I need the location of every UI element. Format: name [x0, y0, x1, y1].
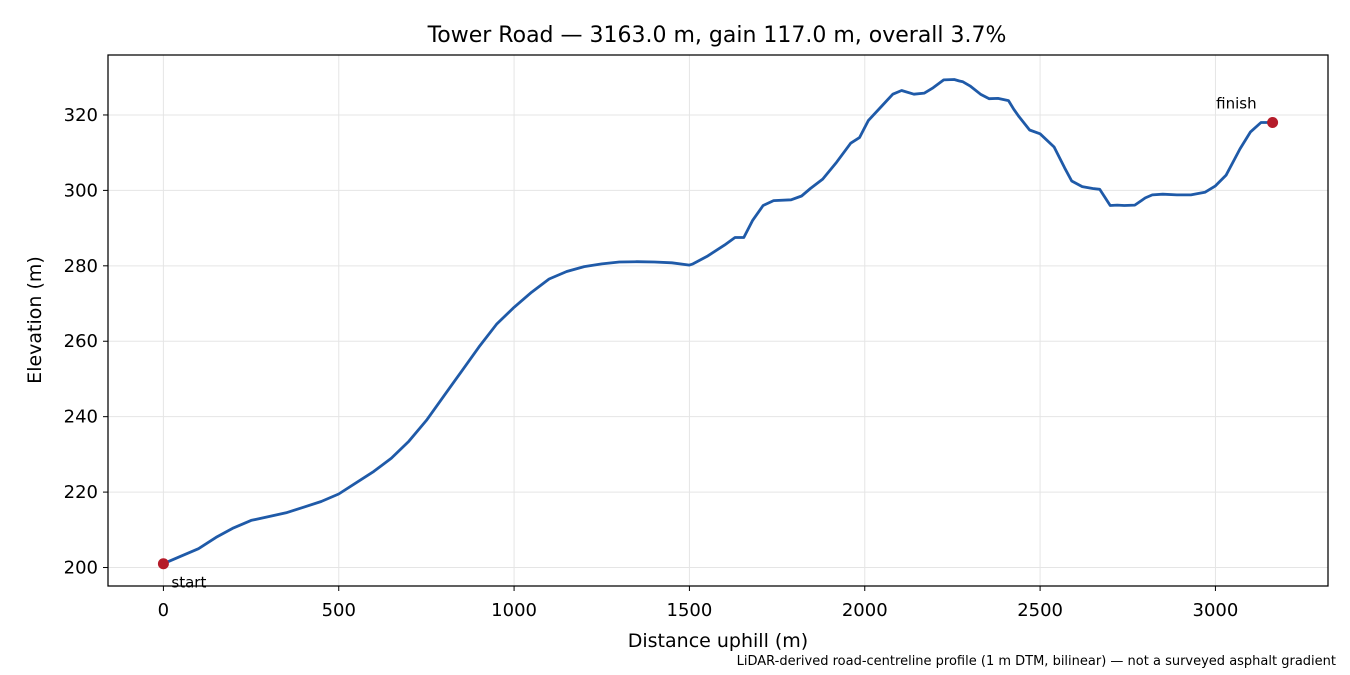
y-tick-label: 240	[64, 407, 98, 428]
x-tick-label: 3000	[1193, 600, 1239, 621]
chart-title: Tower Road — 3163.0 m, gain 117.0 m, ove…	[427, 23, 1007, 48]
y-tick-label: 300	[64, 180, 98, 201]
y-tick-label: 220	[64, 482, 98, 503]
x-tick-label: 500	[322, 600, 356, 621]
x-tick-label: 1000	[491, 600, 537, 621]
finish-label: finish	[1216, 95, 1256, 113]
y-tick-label: 260	[64, 331, 98, 352]
plot-area-frame	[107, 54, 1329, 587]
x-tick-label: 1500	[667, 600, 713, 621]
x-tick-label: 2500	[1017, 600, 1063, 621]
y-tick-label: 200	[64, 558, 98, 579]
ticks: 0 500 1000 1500 2000 2500 3000 200 220 240 260 280 3…	[64, 105, 1239, 621]
x-axis-label: Distance uphill (m)	[628, 630, 808, 652]
elevation-profile-line	[161, 78, 1274, 566]
y-tick-label: 280	[64, 256, 98, 277]
footnote: LiDAR-derived road-centreline profile (1…	[737, 654, 1336, 669]
series-layer: start finish	[157, 78, 1279, 592]
start-marker	[157, 558, 169, 570]
x-tick-label: 0	[158, 600, 169, 621]
y-tick-label: 320	[64, 105, 98, 126]
y-axis-label: Elevation (m)	[24, 256, 46, 384]
finish-marker	[1267, 117, 1279, 129]
x-tick-label: 2000	[842, 600, 888, 621]
start-label: start	[171, 574, 206, 592]
grid	[108, 55, 1328, 586]
